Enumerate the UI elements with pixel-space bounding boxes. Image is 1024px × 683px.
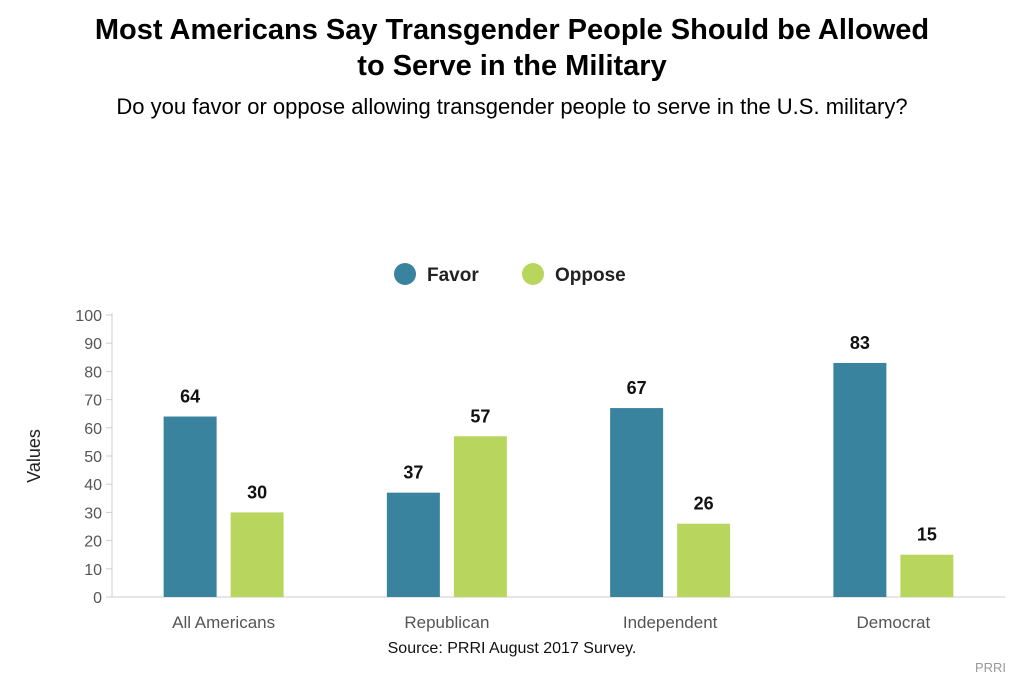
data-label: 37 bbox=[403, 463, 423, 483]
legend-label-oppose: Oppose bbox=[555, 265, 626, 286]
y-tick-label: 100 bbox=[75, 308, 102, 325]
bar-favor-independent bbox=[610, 408, 664, 597]
y-tick-label: 0 bbox=[93, 590, 102, 607]
chart-title: Most Americans Say Transgender People Sh… bbox=[0, 12, 1024, 84]
y-tick-label: 90 bbox=[84, 336, 102, 353]
y-axis-label: Values bbox=[24, 429, 44, 483]
legend-label-favor: Favor bbox=[427, 265, 479, 286]
bar-oppose-republican bbox=[453, 436, 507, 597]
bar-favor-democrat bbox=[833, 362, 887, 597]
y-tick-label: 30 bbox=[84, 505, 102, 522]
data-label: 57 bbox=[470, 406, 490, 426]
y-tick-label: 80 bbox=[84, 364, 102, 381]
x-tick-label: Republican bbox=[404, 613, 489, 632]
chart-title-line-1: Most Americans Say Transgender People Sh… bbox=[94, 14, 930, 46]
chart-title-line-2: to Serve in the Military bbox=[357, 50, 667, 82]
data-label: 30 bbox=[247, 482, 267, 502]
brand-label: PRRI bbox=[974, 660, 1006, 675]
bar-oppose-democrat bbox=[900, 554, 954, 597]
x-tick-label: Democrat bbox=[857, 613, 931, 632]
data-label: 15 bbox=[917, 525, 937, 545]
bar-oppose-independent bbox=[677, 523, 731, 597]
y-tick-label: 50 bbox=[84, 449, 102, 466]
data-label: 26 bbox=[694, 494, 714, 514]
y-tick-label: 10 bbox=[84, 562, 102, 579]
data-label: 64 bbox=[180, 387, 200, 407]
x-tick-label: All Americans bbox=[172, 613, 275, 632]
bar-oppose-all-americans bbox=[230, 512, 284, 597]
y-tick-label: 40 bbox=[84, 477, 102, 494]
y-tick-label: 60 bbox=[84, 421, 102, 438]
legend-marker-oppose bbox=[522, 263, 544, 285]
source-note: Source: PRRI August 2017 Survey. bbox=[387, 640, 637, 657]
bar-favor-republican bbox=[386, 492, 440, 597]
bar-favor-all-americans bbox=[163, 416, 217, 597]
data-label: 67 bbox=[627, 378, 647, 398]
data-label: 83 bbox=[850, 333, 870, 353]
x-tick-label: Independent bbox=[623, 613, 718, 632]
y-tick-label: 20 bbox=[84, 534, 102, 551]
y-tick-label: 70 bbox=[84, 393, 102, 410]
legend-marker-favor bbox=[394, 263, 416, 285]
chart-subtitle: Do you favor or oppose allowing transgen… bbox=[116, 94, 908, 119]
